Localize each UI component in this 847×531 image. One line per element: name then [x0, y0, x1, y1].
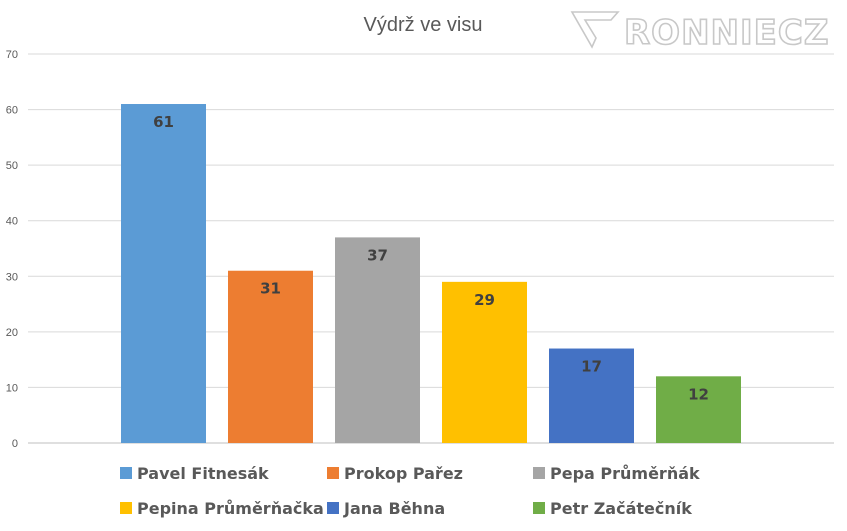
- logo-emblem-icon: [570, 11, 620, 49]
- legend-label: Pepa Průměrňák: [550, 464, 700, 483]
- watermark-text: RONNIECZ: [624, 13, 829, 53]
- y-tick-label: 30: [6, 271, 18, 283]
- bar: [442, 281, 527, 443]
- bar: [656, 376, 741, 443]
- legend-swatch: [533, 502, 545, 514]
- y-tick-label: 0: [12, 438, 18, 450]
- y-axis: 0 10 20 30 40 50 60 70: [6, 49, 18, 450]
- legend-label: Petr Začátečník: [550, 499, 692, 518]
- data-labels: 61 31 37 29 17 12: [153, 113, 709, 403]
- data-label: 29: [474, 291, 495, 309]
- legend-swatch: [327, 502, 339, 514]
- legend-swatch: [120, 467, 132, 479]
- legend: Pavel Fitnesák Prokop Pařez Pepa Průměrňák…: [120, 464, 700, 518]
- data-label: 12: [688, 385, 709, 403]
- legend-swatch: [327, 467, 339, 479]
- legend-label: Prokop Pařez: [344, 464, 463, 483]
- legend-label: Jana Běhna: [343, 499, 445, 518]
- data-label: 61: [153, 113, 174, 131]
- y-tick-label: 20: [6, 327, 18, 339]
- y-tick-label: 70: [6, 49, 18, 61]
- chart-title: Výdrž ve visu: [364, 14, 483, 36]
- data-label: 31: [260, 280, 281, 298]
- data-label: 17: [581, 358, 602, 376]
- y-tick-label: 10: [6, 382, 18, 394]
- bar: [228, 270, 313, 443]
- legend-swatch: [120, 502, 132, 514]
- legend-label: Pavel Fitnesák: [137, 464, 269, 483]
- y-tick-label: 60: [6, 105, 18, 117]
- bar: [335, 237, 420, 443]
- legend-swatch: [533, 467, 545, 479]
- bar: [121, 104, 206, 443]
- bars: [121, 104, 741, 443]
- bar: [549, 348, 634, 443]
- data-label: 37: [367, 246, 388, 264]
- y-tick-label: 40: [6, 216, 18, 228]
- watermark-logo: RONNIECZ: [570, 11, 829, 54]
- y-tick-label: 50: [6, 160, 18, 172]
- legend-label: Pepina Průměrňačka: [137, 499, 324, 518]
